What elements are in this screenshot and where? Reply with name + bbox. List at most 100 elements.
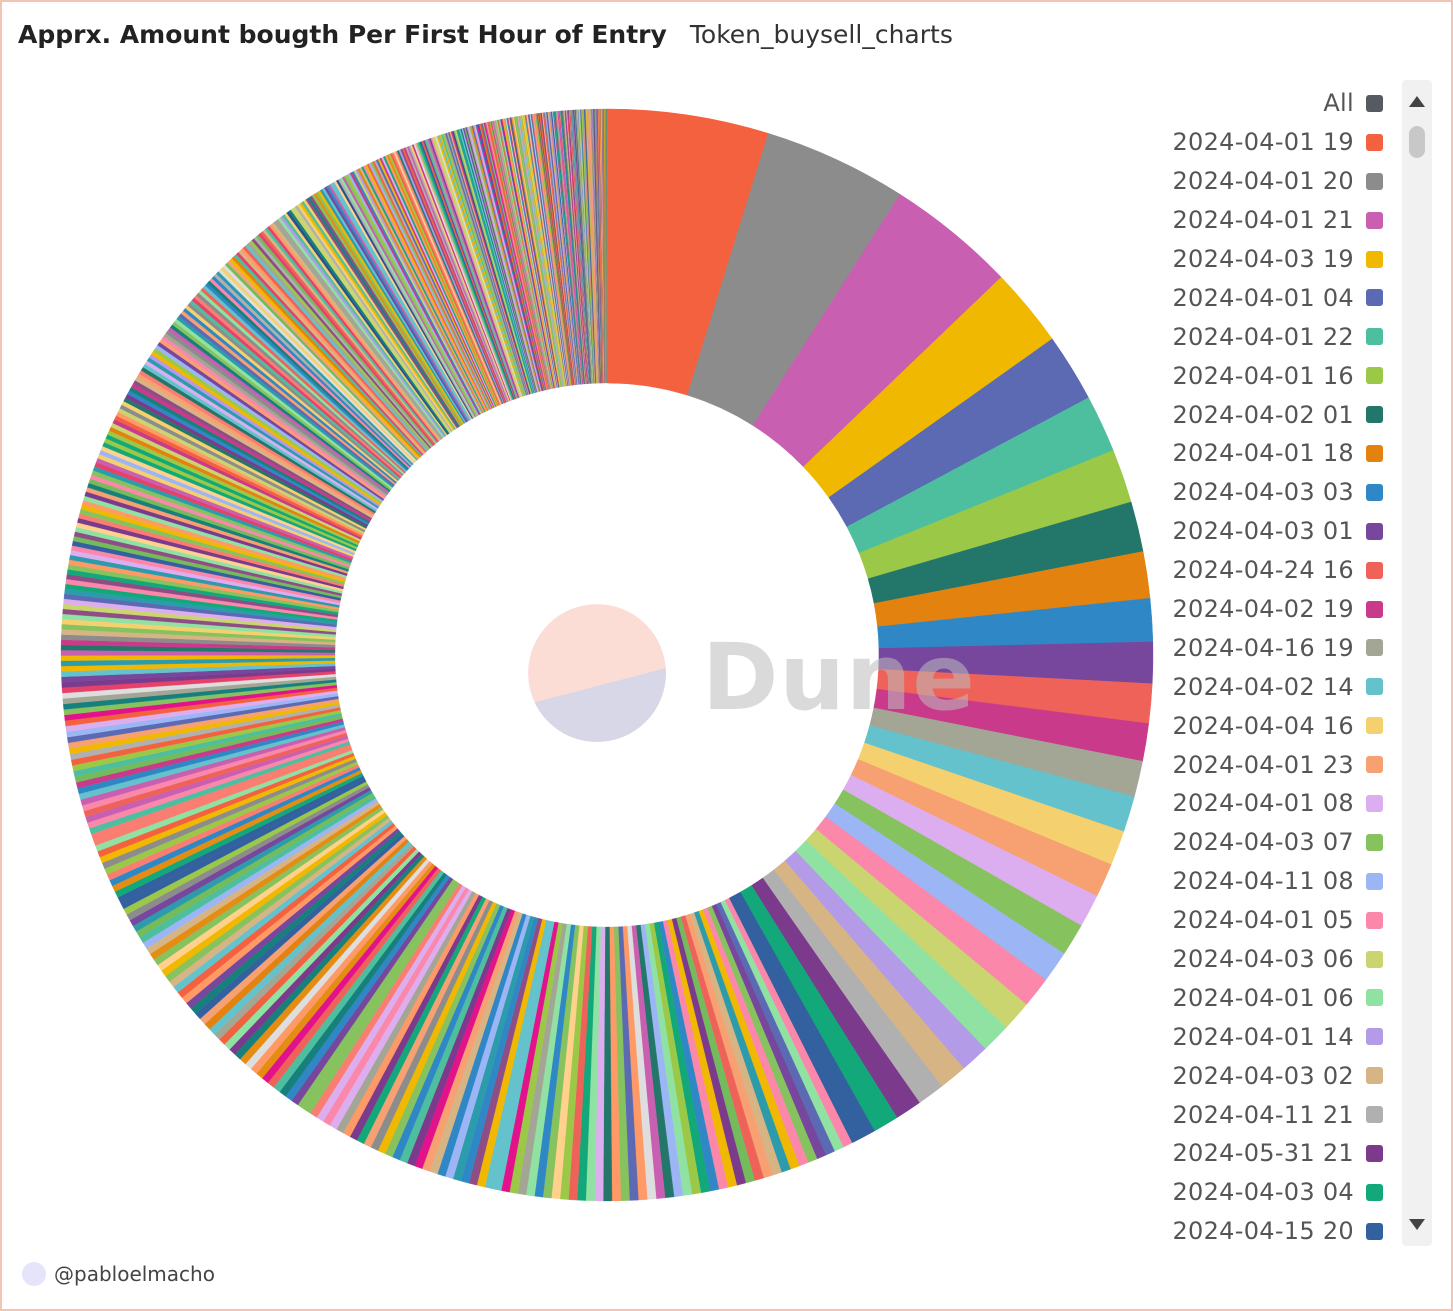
legend-item-label: 2024-04-01 20: [1172, 167, 1354, 196]
legend-item-label: 2024-04-24 16: [1172, 556, 1354, 585]
legend-item-label: 2024-04-03 04: [1172, 1178, 1354, 1207]
legend-item[interactable]: 2024-04-24 16: [1083, 551, 1383, 590]
legend-swatch: [1366, 756, 1383, 774]
legend-swatch: [1366, 483, 1383, 501]
legend-swatch: [1366, 1067, 1383, 1085]
legend-item-label: 2024-04-11 21: [1172, 1100, 1354, 1129]
legend-item-label: 2024-04-01 05: [1172, 906, 1354, 935]
legend-swatch: [1366, 1106, 1383, 1124]
chart-title: Apprx. Amount bougth Per First Hour of E…: [18, 20, 667, 49]
legend-swatch: [1366, 678, 1383, 696]
legend-swatch: [1366, 522, 1383, 540]
legend-item-label: 2024-04-03 03: [1172, 478, 1354, 507]
legend-item[interactable]: 2024-05-31 21: [1083, 1134, 1383, 1173]
legend-swatch: [1366, 328, 1383, 346]
legend-item[interactable]: 2024-04-01 04: [1083, 278, 1383, 317]
legend-item[interactable]: 2024-04-03 03: [1083, 473, 1383, 512]
legend-scrollbar[interactable]: [1402, 80, 1432, 1246]
legend-swatch: [1366, 133, 1383, 151]
legend-item[interactable]: 2024-04-03 04: [1083, 1173, 1383, 1212]
legend-item-label: 2024-04-01 21: [1172, 206, 1354, 235]
legend-item-label: 2024-04-01 22: [1172, 322, 1354, 351]
legend-swatch: [1366, 1144, 1383, 1162]
legend-swatch: [1366, 639, 1383, 657]
legend-item[interactable]: 2024-04-01 22: [1083, 317, 1383, 356]
legend-item[interactable]: All: [1083, 84, 1383, 123]
legend-item-label: All: [1323, 89, 1354, 118]
legend-item-label: 2024-04-01 06: [1172, 983, 1354, 1012]
scroll-up-arrow-icon[interactable]: [1409, 96, 1425, 107]
chart-legend: All 2024-04-01 19 2024-04-01 20 2024-04-01 …: [1083, 84, 1383, 1251]
legend-item-label: 2024-04-11 08: [1172, 867, 1354, 896]
legend-item[interactable]: 2024-04-04 16: [1083, 706, 1383, 745]
footer: @pabloelmacho: [22, 1262, 215, 1286]
legend-swatch: [1366, 1183, 1383, 1201]
legend-item-label: 2024-04-03 07: [1172, 828, 1354, 857]
legend-item[interactable]: 2024-04-01 20: [1083, 162, 1383, 201]
legend-item[interactable]: 2024-04-03 02: [1083, 1056, 1383, 1095]
legend-swatch: [1366, 911, 1383, 929]
legend-item[interactable]: 2024-04-01 19: [1083, 123, 1383, 162]
legend-swatch: [1366, 367, 1383, 385]
legend-item[interactable]: 2024-04-11 21: [1083, 1095, 1383, 1134]
legend-item[interactable]: 2024-04-01 05: [1083, 901, 1383, 940]
avatar[interactable]: [22, 1262, 46, 1286]
legend-item[interactable]: 2024-04-02 01: [1083, 395, 1383, 434]
legend-swatch: [1366, 94, 1383, 112]
legend-item-label: 2024-04-01 23: [1172, 750, 1354, 779]
legend-item-label: 2024-04-01 19: [1172, 128, 1354, 157]
chart-header: Apprx. Amount bougth Per First Hour of E…: [18, 20, 953, 49]
legend-item-label: 2024-04-03 19: [1172, 245, 1354, 273]
legend-swatch: [1366, 172, 1383, 190]
legend-item[interactable]: 2024-04-01 23: [1083, 745, 1383, 784]
legend-item[interactable]: 2024-04-15 20: [1083, 1212, 1383, 1251]
legend-swatch: [1366, 406, 1383, 424]
query-name[interactable]: Token_buysell_charts: [689, 20, 953, 49]
legend-swatch: [1366, 717, 1383, 735]
legend-item-label: 2024-04-01 14: [1172, 1022, 1354, 1051]
legend-swatch: [1366, 989, 1383, 1007]
legend-item-label: 2024-04-01 18: [1172, 439, 1354, 468]
slices-group: [60, 108, 1154, 1202]
legend-item-label: 2024-04-01 08: [1172, 789, 1354, 818]
legend-swatch: [1366, 289, 1383, 307]
legend-item-label: 2024-04-02 01: [1172, 400, 1354, 429]
legend-item[interactable]: 2024-04-01 16: [1083, 356, 1383, 395]
legend-item[interactable]: 2024-04-02 14: [1083, 667, 1383, 706]
legend-swatch: [1366, 600, 1383, 618]
legend-swatch: [1366, 250, 1383, 268]
legend-item[interactable]: 2024-04-03 01: [1083, 512, 1383, 551]
legend-swatch: [1366, 833, 1383, 851]
legend-item-label: 2024-04-03 01: [1172, 517, 1354, 546]
scroll-down-arrow-icon[interactable]: [1409, 1219, 1425, 1230]
legend-item-label: 2024-04-03 06: [1172, 945, 1354, 974]
legend-swatch: [1366, 1222, 1383, 1240]
legend-swatch: [1366, 211, 1383, 229]
scroll-thumb[interactable]: [1409, 126, 1425, 158]
legend-swatch: [1366, 561, 1383, 579]
legend-item-label: 2024-04-03 02: [1172, 1061, 1354, 1090]
legend-item-label: 2024-05-31 21: [1172, 1139, 1354, 1168]
legend-item[interactable]: 2024-04-03 07: [1083, 823, 1383, 862]
legend-item[interactable]: 2024-04-02 19: [1083, 590, 1383, 629]
legend-item[interactable]: 2024-04-11 08: [1083, 862, 1383, 901]
legend-swatch: [1366, 872, 1383, 890]
legend-item[interactable]: 2024-04-01 06: [1083, 978, 1383, 1017]
legend-item[interactable]: 2024-04-03 06: [1083, 940, 1383, 979]
legend-item[interactable]: 2024-04-16 19: [1083, 628, 1383, 667]
author-handle[interactable]: @pabloelmacho: [54, 1262, 215, 1286]
legend-swatch: [1366, 794, 1383, 812]
legend-item[interactable]: 2024-04-01 08: [1083, 784, 1383, 823]
legend-item-label: 2024-04-01 16: [1172, 361, 1354, 390]
legend-item[interactable]: 2024-04-01 18: [1083, 434, 1383, 473]
legend-item-label: 2024-04-02 19: [1172, 595, 1354, 624]
legend-item-label: 2024-04-04 16: [1172, 711, 1354, 740]
legend-item[interactable]: 2024-04-01 14: [1083, 1017, 1383, 1056]
legend-item[interactable]: 2024-04-03 19: [1083, 240, 1383, 279]
legend-item-label: 2024-04-01 04: [1172, 283, 1354, 312]
legend-swatch: [1366, 444, 1383, 462]
legend-swatch: [1366, 950, 1383, 968]
legend-item[interactable]: 2024-04-01 21: [1083, 201, 1383, 240]
legend-item-label: 2024-04-15 20: [1172, 1217, 1354, 1246]
